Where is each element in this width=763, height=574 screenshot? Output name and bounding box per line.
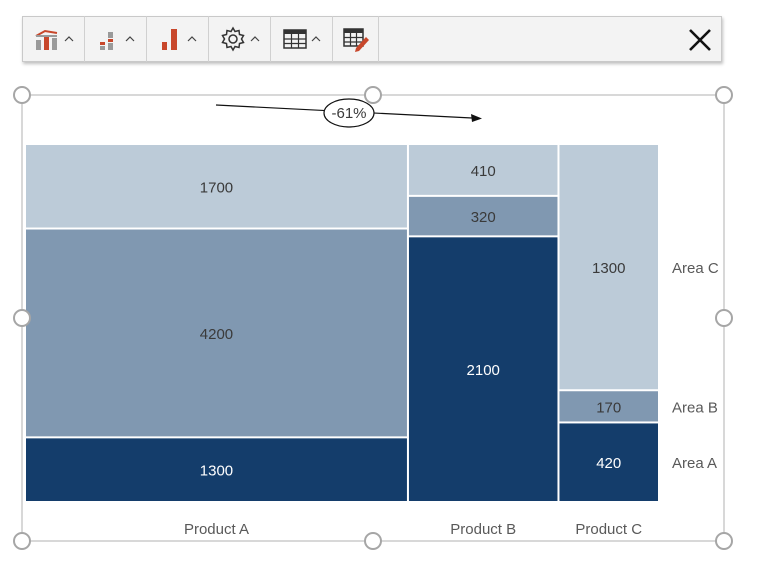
gear-icon	[221, 26, 245, 52]
settings-button[interactable]	[209, 16, 271, 62]
bar-chart-button[interactable]	[147, 16, 209, 62]
close-icon	[689, 29, 711, 51]
bar-segment[interactable]	[559, 391, 658, 422]
chart-value-labels: 1300 4200 1700 2100 320 410 420 170 1300	[200, 163, 626, 480]
value-label: 4200	[200, 326, 233, 343]
table-button[interactable]	[271, 16, 333, 62]
stacked-column-icon	[100, 32, 113, 50]
bar-segment[interactable]	[26, 145, 407, 228]
chart-toolbar	[22, 16, 722, 62]
value-label: 1700	[200, 179, 233, 196]
bar-segment[interactable]	[26, 438, 407, 501]
value-label: 1300	[200, 463, 233, 480]
bar-segment[interactable]	[26, 229, 407, 437]
edit-table-icon	[342, 28, 369, 52]
category-label: Product B	[450, 521, 516, 538]
value-label: 1300	[592, 260, 625, 277]
category-label: Product C	[575, 521, 642, 538]
resize-handles	[13, 86, 733, 550]
chart-layout-icon	[35, 29, 58, 50]
resize-handle[interactable]	[715, 86, 733, 104]
chart-layout-button[interactable]	[23, 16, 85, 62]
stacked-column-button[interactable]	[85, 16, 147, 62]
chevron-up-icon	[250, 36, 260, 42]
difference-label: -61%	[331, 105, 366, 122]
bar-segment[interactable]	[408, 196, 558, 236]
chevron-up-icon	[125, 36, 135, 42]
value-label: 320	[471, 209, 496, 226]
close-button[interactable]	[685, 25, 715, 55]
chart-category-labels: Product A Product B Product C	[184, 521, 642, 538]
difference-arrow[interactable]: -61%	[215, 98, 482, 128]
resize-handle[interactable]	[364, 532, 382, 550]
resize-handle[interactable]	[715, 532, 733, 550]
value-label: 170	[596, 399, 621, 416]
bar-segment[interactable]	[559, 145, 658, 390]
chevron-up-icon	[311, 36, 321, 42]
legend-label: Area A	[672, 455, 717, 472]
bar-segment[interactable]	[408, 145, 558, 195]
edit-table-button[interactable]	[333, 16, 379, 62]
bar-segment[interactable]	[559, 423, 658, 501]
table-icon	[283, 29, 307, 49]
resize-handle[interactable]	[13, 86, 31, 104]
chevron-up-icon	[187, 36, 197, 42]
chart-legend: Area A Area B Area C	[672, 260, 719, 472]
resize-handle[interactable]	[13, 309, 31, 327]
bar-segment[interactable]	[408, 237, 558, 501]
resize-handle[interactable]	[364, 86, 382, 104]
value-label: 2100	[467, 362, 500, 379]
resize-handle[interactable]	[715, 309, 733, 327]
bar-chart-icon	[162, 29, 177, 50]
value-label: 410	[471, 163, 496, 180]
category-label: Product A	[184, 521, 249, 538]
legend-label: Area B	[672, 399, 718, 416]
chart-bars	[26, 145, 658, 501]
value-label: 420	[596, 455, 621, 472]
chevron-up-icon	[64, 36, 74, 42]
legend-label: Area C	[672, 260, 719, 277]
resize-handle[interactable]	[13, 532, 31, 550]
